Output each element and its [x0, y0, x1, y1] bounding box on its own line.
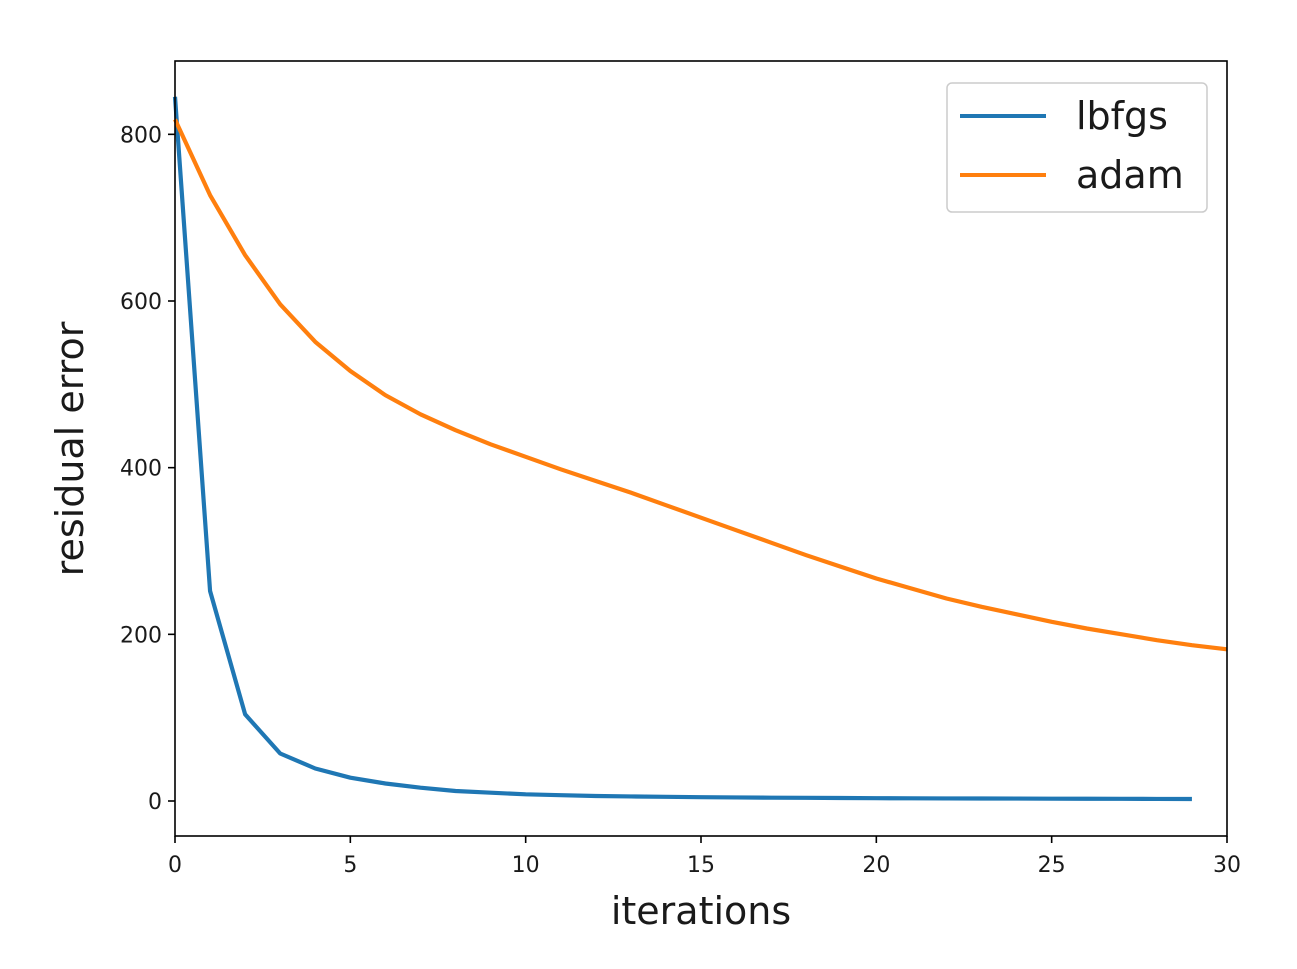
legend-label-lbfgs: lbfgs: [1076, 94, 1168, 138]
y-tick-label: 0: [148, 790, 162, 815]
legend: lbfgs adam: [946, 82, 1208, 213]
y-axis-title: residual error: [48, 321, 92, 576]
x-axis-ticks: 0 5 10 15 20 25 30: [168, 836, 1241, 878]
x-axis-title: iterations: [611, 889, 791, 933]
x-tick-label: 20: [862, 853, 890, 878]
x-tick-label: 10: [512, 853, 540, 878]
x-tick-label: 0: [168, 853, 182, 878]
y-axis-ticks: 0 200 400 600 800: [120, 123, 175, 815]
x-tick-label: 15: [687, 853, 715, 878]
x-tick-label: 5: [343, 853, 357, 878]
y-tick-label: 200: [120, 623, 162, 648]
y-tick-label: 600: [120, 290, 162, 315]
x-tick-label: 25: [1038, 853, 1066, 878]
series-line-lbfgs: [172, 96, 1192, 802]
y-tick-label: 800: [120, 123, 162, 148]
series-line-adam: [173, 118, 1228, 652]
x-tick-label: 30: [1213, 853, 1241, 878]
series-layer: [172, 96, 1228, 802]
legend-label-adam: adam: [1076, 153, 1184, 197]
y-tick-label: 400: [120, 457, 162, 482]
